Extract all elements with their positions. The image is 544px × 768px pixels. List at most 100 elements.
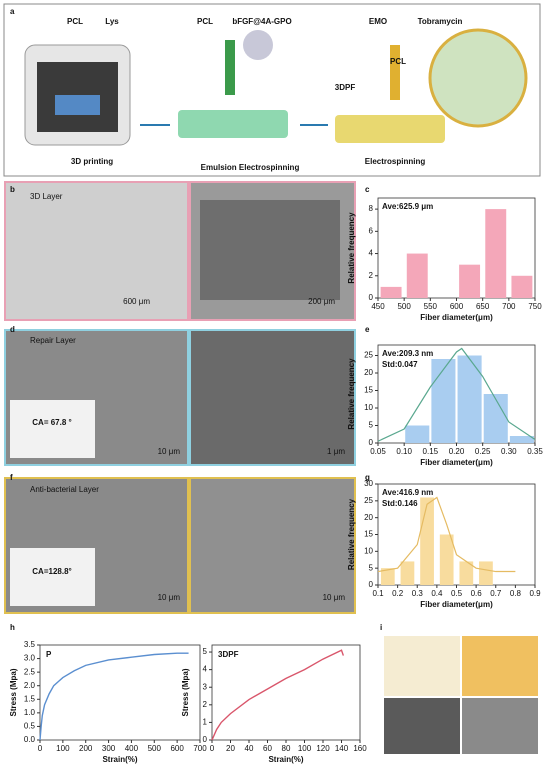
bar	[406, 253, 428, 298]
x-tick-label: 750	[528, 302, 542, 311]
x-tick-label: 160	[353, 744, 367, 753]
chart-title: P	[46, 650, 52, 659]
x-axis-label: Fiber diameter(μm)	[420, 458, 493, 467]
y-tick-label: 8	[369, 204, 374, 213]
figure-text: Electrospinning	[365, 157, 426, 166]
y-tick-label: 2.0	[24, 681, 36, 690]
y-tick-label: 5	[369, 563, 374, 572]
figure-text: 3DPF	[335, 83, 356, 92]
x-tick-label: 200	[79, 744, 93, 753]
annotation: Std:0.047	[382, 360, 418, 369]
y-axis-label: Relative frequency	[347, 212, 356, 284]
x-tick-label: 450	[371, 302, 385, 311]
y-axis-label: Relative frequency	[347, 498, 356, 570]
bar	[485, 209, 507, 298]
sem-image	[4, 181, 189, 321]
line	[39, 652, 189, 741]
x-tick-label: 0.05	[370, 447, 386, 456]
printed-grid	[55, 95, 100, 115]
magnified-view	[428, 28, 528, 128]
panel-label: f	[10, 473, 13, 482]
y-axis-label: Stress (Mpa)	[9, 668, 18, 716]
x-tick-label: 80	[282, 744, 291, 753]
particle	[243, 30, 273, 60]
bar	[459, 264, 481, 298]
y-tick-label: 0	[369, 293, 374, 302]
bar	[400, 561, 415, 585]
x-axis-label: Strain(%)	[268, 755, 303, 764]
sem-image	[189, 477, 356, 614]
photo	[462, 636, 538, 696]
x-tick-label: 0.1	[372, 589, 384, 598]
x-tick-label: 0.10	[396, 447, 412, 456]
x-tick-label: 400	[125, 744, 139, 753]
y-tick-label: 2.5	[24, 667, 36, 676]
x-tick-label: 0.3	[412, 589, 424, 598]
x-tick-label: 120	[316, 744, 330, 753]
panel-label: b	[10, 185, 15, 194]
y-tick-label: 1.5	[24, 694, 36, 703]
y-tick-label: 1.0	[24, 708, 36, 717]
panel-label: d	[10, 325, 15, 334]
bar	[457, 355, 482, 443]
figure-text: Lys	[105, 17, 119, 26]
panel-label: h	[10, 623, 15, 632]
photo	[384, 698, 460, 754]
y-tick-label: 10	[364, 546, 373, 555]
y-tick-label: 25	[364, 496, 373, 505]
figure-text: 10 μm	[323, 593, 346, 602]
x-tick-label: 0.35	[527, 447, 543, 456]
panel-label: e	[365, 325, 370, 334]
bar	[431, 359, 456, 443]
plot-frame	[39, 644, 201, 741]
figure-text: PCL	[67, 17, 83, 26]
annotation: Ave:625.9 μm	[382, 202, 433, 211]
x-tick-label: 0.8	[510, 589, 522, 598]
bar	[459, 561, 474, 585]
fit-curve	[377, 347, 536, 442]
x-tick-label: 0	[210, 744, 215, 753]
emulsion-mat	[178, 110, 288, 138]
figure-text: PCL	[390, 57, 406, 66]
x-tick-label: 0	[38, 744, 43, 753]
syringe	[225, 40, 235, 95]
y-tick-label: 0	[203, 735, 208, 744]
x-tick-label: 20	[226, 744, 235, 753]
y-tick-label: 15	[364, 530, 373, 539]
x-tick-label: 300	[102, 744, 116, 753]
bar	[420, 497, 434, 585]
panel-label: i	[380, 623, 382, 632]
contact-angle-inset	[10, 548, 95, 606]
y-tick-label: 4	[369, 249, 374, 258]
y-tick-label: 0	[369, 438, 374, 447]
y-axis-label: Stress (Mpa)	[181, 668, 190, 716]
bar	[439, 534, 454, 585]
bar	[509, 436, 534, 443]
electrospun-mat	[335, 115, 445, 143]
x-tick-label: 0.15	[423, 447, 439, 456]
x-tick-label: 550	[424, 302, 438, 311]
chart-title: 3DPF	[218, 650, 239, 659]
x-tick-label: 100	[56, 744, 70, 753]
syringe	[390, 45, 400, 100]
panel-label: c	[365, 185, 370, 194]
photo	[462, 698, 538, 754]
y-axis-label: Relative frequency	[347, 358, 356, 430]
y-tick-label: 20	[364, 368, 373, 377]
y-tick-label: 4	[203, 665, 208, 674]
y-tick-label: 3	[203, 682, 208, 691]
x-axis-label: Strain(%)	[102, 755, 137, 764]
x-tick-label: 600	[450, 302, 464, 311]
y-tick-label: 30	[364, 479, 373, 488]
x-tick-label: 0.20	[449, 447, 465, 456]
sem-image	[189, 329, 356, 466]
figure-text: bFGF@4A-GPO	[232, 17, 291, 26]
x-tick-label: 0.30	[501, 447, 517, 456]
y-tick-label: 2	[203, 700, 208, 709]
x-tick-label: 40	[245, 744, 254, 753]
figure-text: 1 μm	[327, 447, 345, 456]
bar	[380, 568, 395, 585]
x-tick-label: 700	[193, 744, 207, 753]
figure-text: EMO	[369, 17, 387, 26]
